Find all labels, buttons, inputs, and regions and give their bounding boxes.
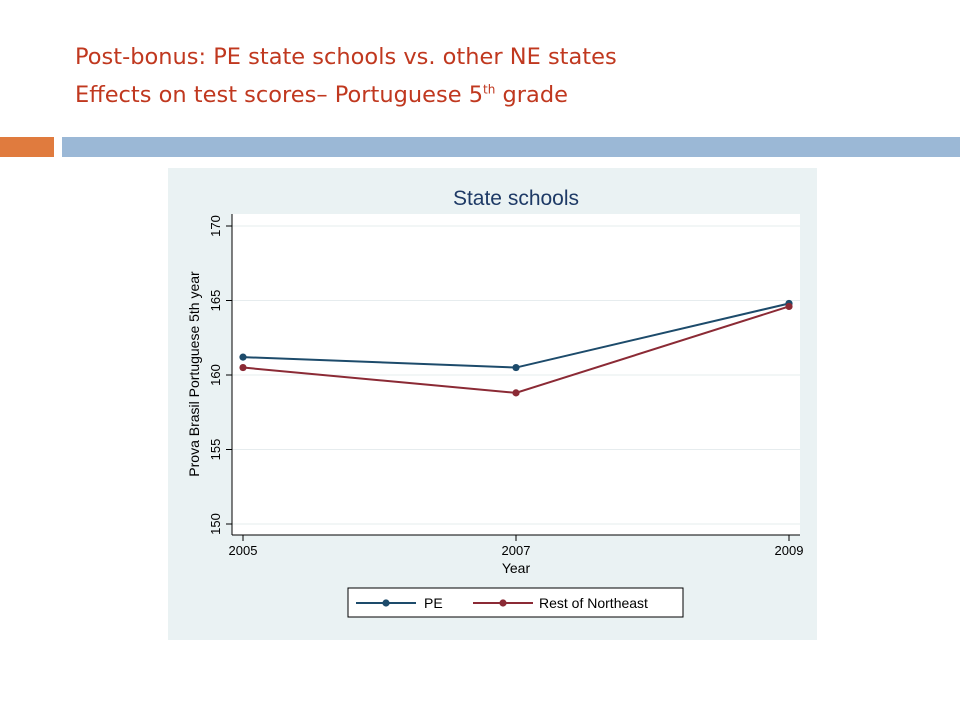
x-tick-label: 2009 <box>775 543 804 558</box>
x-tick-label: 2007 <box>502 543 531 558</box>
y-tick-label: 160 <box>208 364 223 386</box>
series-point-0 <box>512 363 520 372</box>
chart-panel: State schools 150 155 160 165 170 2005 2007 200… <box>168 168 817 640</box>
slide-title-line-2: Effects on test scores– Portuguese 5th g… <box>75 82 568 108</box>
y-tick-label: 165 <box>208 290 223 312</box>
legend-label-0: PE <box>424 595 443 611</box>
chart-title: State schools <box>453 187 579 210</box>
series-point-1 <box>512 389 520 397</box>
slide-title-line-2-end: grade <box>495 82 568 108</box>
series-layer <box>239 299 793 397</box>
series-point-0 <box>239 353 247 361</box>
slide-title-superscript: th <box>483 82 496 97</box>
legend-marker-0 <box>382 599 390 607</box>
axes: 150 155 160 165 170 2005 2007 2009 <box>208 214 803 558</box>
legend-marker-1 <box>499 599 507 607</box>
slide-title-line-1: Post-bonus: PE state schools vs. other N… <box>75 44 617 70</box>
legend: PE Rest of Northeast <box>347 587 684 618</box>
y-tick-label: 170 <box>208 215 223 237</box>
legend-label-1: Rest of Northeast <box>539 595 648 611</box>
slide-title-line-2-text: Effects on test scores– Portuguese 5 <box>75 82 484 108</box>
slide-title: Post-bonus: PE state schools vs. other N… <box>75 38 935 114</box>
gridlines <box>232 225 800 525</box>
x-tick-label: 2005 <box>229 543 258 558</box>
accent-bar <box>0 137 54 157</box>
line-chart: State schools 150 155 160 165 170 2005 2007 200… <box>168 168 817 640</box>
series-point-1 <box>239 363 247 372</box>
y-tick-label: 155 <box>208 439 223 461</box>
series-point-1 <box>785 302 793 311</box>
x-axis-label: Year <box>502 560 531 576</box>
header-rule-bar <box>62 137 960 157</box>
y-axis-label: Prova Brasil Portuguese 5th year <box>186 271 202 477</box>
y-tick-label: 150 <box>208 513 223 535</box>
